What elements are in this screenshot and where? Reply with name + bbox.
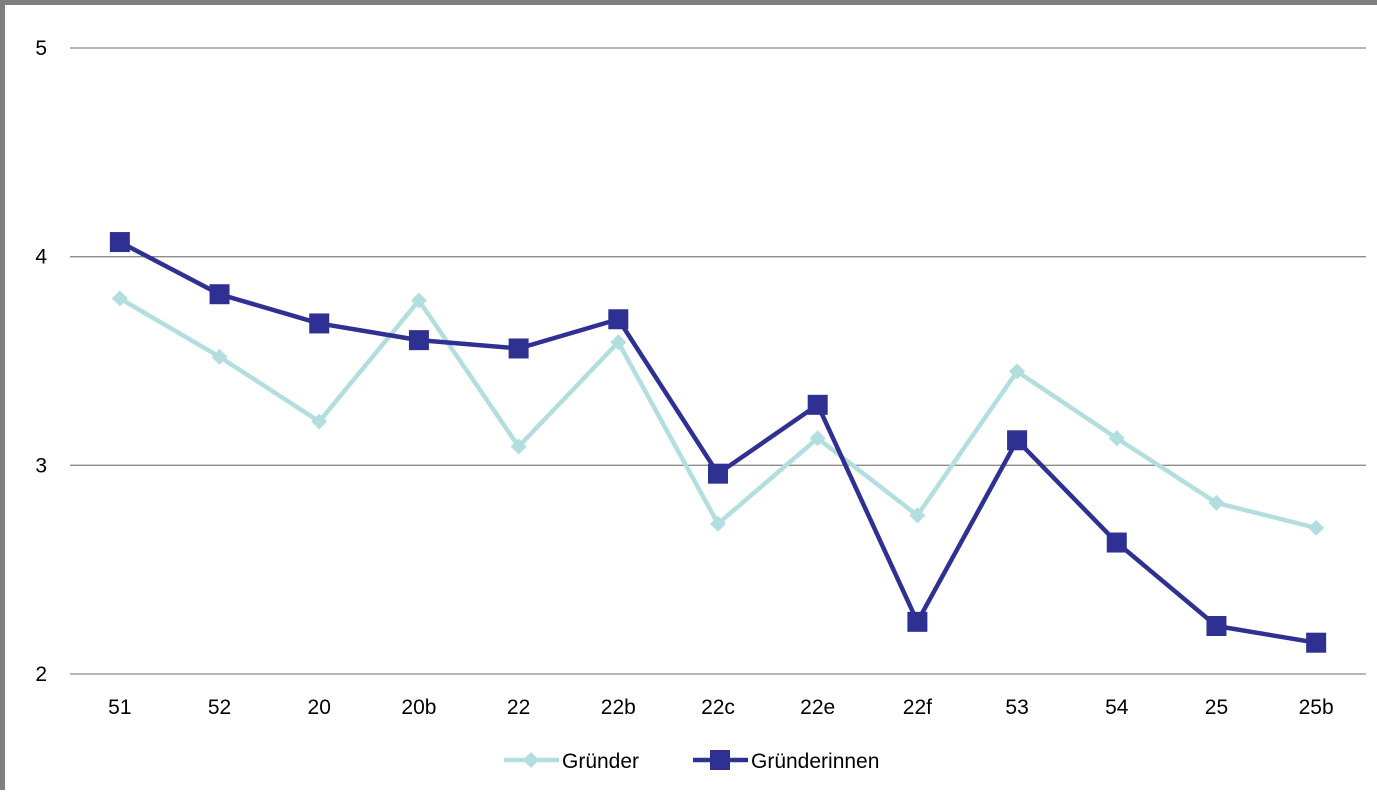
legend-marker-2: [710, 750, 730, 770]
x-tick-label: 22f: [903, 696, 932, 719]
x-tick-label: 51: [108, 696, 131, 719]
data-point-series-1: [311, 413, 328, 430]
y-tick-label: 2: [35, 663, 47, 686]
series-line-2: [118, 240, 1317, 645]
x-tick-label: 22c: [701, 696, 735, 719]
data-point-series-2: [309, 313, 330, 334]
data-point-series-2: [1206, 616, 1227, 637]
x-tick-label: 22b: [601, 696, 636, 719]
data-point-series-1: [111, 290, 128, 307]
x-tick-label: 20: [308, 696, 331, 719]
x-tick-label: 54: [1105, 696, 1129, 719]
x-tick-label: 53: [1005, 696, 1028, 719]
data-point-series-2: [508, 338, 529, 359]
line-chart: 2 3 4 5 51 52 20 20b 22 22b 22c 22e 22f 53 54 25 25b Grün…: [35, 37, 1366, 773]
x-tick-label: 52: [208, 696, 231, 719]
y-tick-label: 4: [35, 246, 47, 269]
data-point-series-2: [209, 284, 230, 305]
data-point-series-2: [708, 463, 728, 484]
data-point-series-1: [1009, 363, 1026, 380]
series-line-1: [118, 296, 1317, 531]
data-point-series-2: [907, 611, 928, 632]
x-tick-label: 20b: [401, 696, 436, 719]
data-point-series-1: [610, 334, 627, 351]
legend-label-1: Gründer: [562, 750, 639, 773]
data-point-series-1: [410, 292, 427, 309]
x-tick-label: 22: [507, 696, 530, 719]
data-point-series-1: [909, 507, 926, 524]
data-point-series-1: [809, 430, 826, 447]
y-tick-label: 3: [35, 454, 47, 477]
x-tick-label: 25b: [1299, 696, 1334, 719]
data-point-series-2: [807, 394, 828, 415]
data-point-series-2: [408, 330, 429, 351]
data-point-series-2: [1306, 632, 1327, 653]
data-point-series-1: [710, 515, 726, 532]
x-tick-label: 22e: [800, 696, 835, 719]
x-tick-label: 25: [1205, 696, 1228, 719]
data-point-series-2: [109, 232, 130, 253]
data-point-series-1: [1308, 519, 1325, 536]
data-point-series-1: [1208, 494, 1225, 511]
legend-marker-1: [523, 752, 539, 768]
y-tick-label: 5: [35, 37, 47, 60]
data-point-series-1: [211, 348, 228, 365]
data-point-series-1: [1108, 430, 1125, 447]
data-point-series-2: [1106, 532, 1127, 553]
legend-label-2: Gründerinnen: [751, 750, 879, 773]
data-point-series-2: [1007, 430, 1028, 451]
data-point-series-2: [608, 309, 629, 330]
